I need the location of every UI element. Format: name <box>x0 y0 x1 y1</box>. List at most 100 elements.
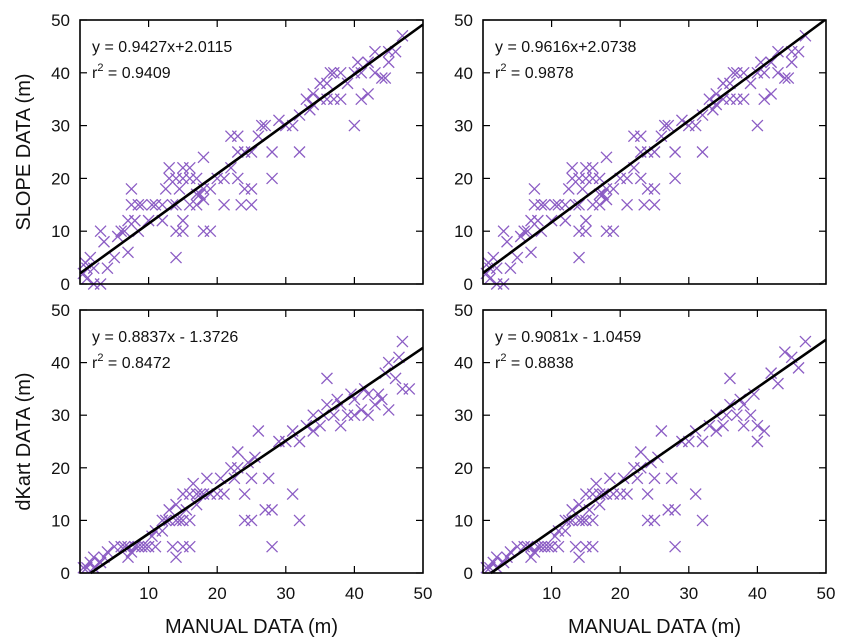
data-point <box>772 45 784 58</box>
data-point <box>655 425 668 437</box>
y-tick-label: 40 <box>51 354 70 373</box>
data-point <box>94 225 107 238</box>
data-point <box>321 398 333 411</box>
data-point <box>125 183 138 195</box>
data-point <box>751 119 764 132</box>
data-point <box>665 472 678 485</box>
data-point <box>648 183 661 195</box>
data-point <box>351 56 364 69</box>
data-point <box>600 193 613 206</box>
data-point <box>528 546 541 558</box>
data-point <box>348 409 361 422</box>
data-point <box>369 66 381 79</box>
data-point <box>737 419 750 432</box>
y-tick-label: 10 <box>51 511 70 530</box>
data-point <box>362 87 375 100</box>
data-point <box>382 56 395 69</box>
data-point <box>334 419 347 432</box>
data-point <box>170 251 182 264</box>
data-point <box>108 251 121 264</box>
data-point <box>586 514 599 527</box>
data-point <box>334 66 347 79</box>
plot-frame <box>79 309 424 574</box>
data-point <box>132 198 145 211</box>
data-point <box>262 472 275 485</box>
y-tick-label: 20 <box>51 169 70 188</box>
data-point <box>730 409 743 422</box>
data-point <box>696 109 709 121</box>
data-point <box>792 45 805 58</box>
data-point <box>511 251 524 264</box>
data-point <box>218 488 231 501</box>
data-point <box>501 235 513 248</box>
data-point <box>176 214 189 227</box>
data-point <box>118 540 131 553</box>
data-point <box>669 146 682 158</box>
y-axis-label: dKart DATA (m) <box>13 372 35 510</box>
data-point <box>744 77 757 90</box>
data-point <box>197 151 210 164</box>
data-point <box>744 409 757 422</box>
data-point <box>669 503 682 516</box>
regression-line <box>89 346 424 575</box>
data-point <box>717 419 730 432</box>
scatter-panel-1: 0 10 20 30 40 50 y = 0.9427x+2.0115 r2 = 0.9409… <box>13 11 424 294</box>
data-point <box>300 93 313 106</box>
data-point <box>389 372 402 385</box>
y-tick-label: 50 <box>454 301 473 320</box>
data-point <box>245 183 258 195</box>
x-tick-label: 50 <box>414 584 433 603</box>
data-point <box>238 488 251 501</box>
x-tick-label: 50 <box>817 584 836 603</box>
data-point <box>183 161 196 174</box>
y-tick-label: 20 <box>51 459 70 478</box>
data-point <box>696 435 709 448</box>
y-tick-label: 50 <box>51 301 70 320</box>
r-squared-label: r2 = 0.9409 <box>92 62 171 82</box>
data-point <box>751 419 764 432</box>
data-point <box>286 488 299 501</box>
data-point <box>218 198 231 211</box>
data-point <box>785 56 798 69</box>
data-point <box>748 388 760 401</box>
data-point <box>190 172 203 185</box>
x-tick-label: 20 <box>611 584 630 603</box>
data-point <box>737 93 750 106</box>
data-point <box>525 551 537 564</box>
data-point <box>573 551 585 564</box>
data-point <box>259 119 272 132</box>
data-point <box>170 551 182 564</box>
x-tick-label: 20 <box>208 584 227 603</box>
data-point <box>727 66 740 79</box>
data-point <box>341 77 354 90</box>
data-point <box>245 198 258 211</box>
data-point <box>149 540 162 553</box>
data-point <box>231 172 244 185</box>
data-point <box>245 514 258 527</box>
data-point <box>156 198 169 211</box>
data-point <box>362 388 375 401</box>
regression-line <box>490 338 827 575</box>
data-point <box>638 198 651 211</box>
data-point <box>231 130 244 143</box>
data-point <box>84 251 97 264</box>
data-point <box>621 198 634 211</box>
data-point <box>559 524 572 537</box>
data-point <box>501 551 513 564</box>
y-tick-label: 30 <box>454 117 473 136</box>
data-point <box>778 346 791 359</box>
data-point <box>87 551 100 564</box>
data-point <box>84 556 97 569</box>
data-point <box>597 188 610 201</box>
regression-line <box>79 23 424 275</box>
r-squared-label: r2 = 0.9878 <box>495 62 574 82</box>
data-point <box>758 93 771 106</box>
data-point <box>634 130 647 143</box>
plot-frame <box>482 309 827 574</box>
data-point <box>334 93 347 106</box>
data-point <box>799 335 812 348</box>
data-point <box>348 119 361 132</box>
data-point <box>758 425 771 437</box>
data-point <box>586 540 599 553</box>
data-point <box>98 235 110 248</box>
